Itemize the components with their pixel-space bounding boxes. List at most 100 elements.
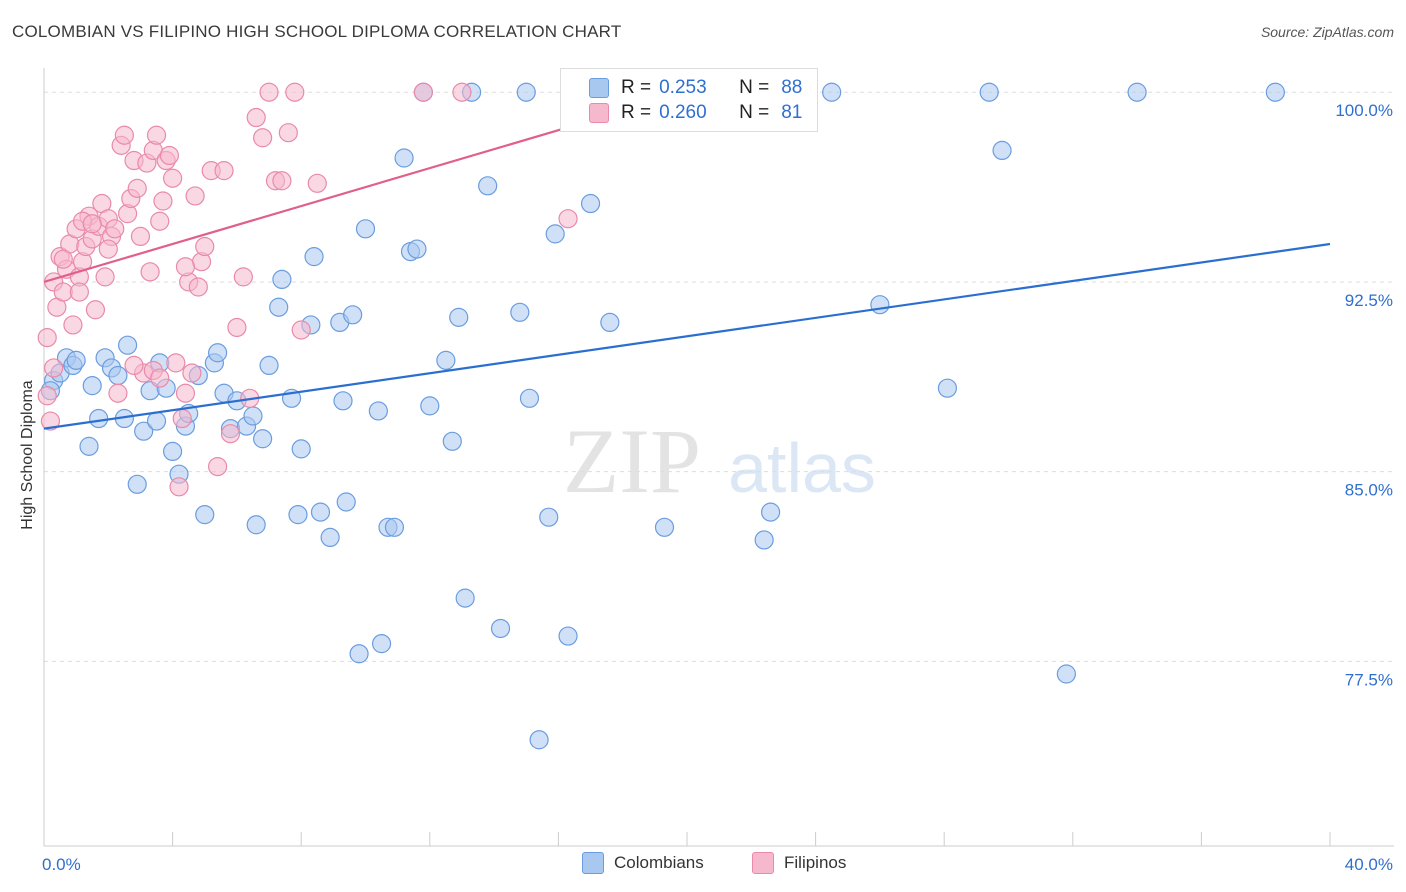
colombians-point	[420, 396, 440, 416]
colombians-point	[870, 295, 890, 315]
colombians-point	[246, 515, 266, 535]
filipinos-point	[53, 282, 73, 302]
colombians-point	[519, 388, 540, 408]
filipinos-point	[214, 161, 234, 181]
legend-item-colombians[interactable]: Colombians	[582, 852, 704, 874]
filipinos-point	[246, 107, 266, 128]
filipinos-point	[166, 353, 186, 373]
filipinos-point	[95, 267, 115, 287]
trend-lines	[43, 91, 1331, 430]
stats-legend: R = 0.253 N = 88 R = 0.260 N = 81	[560, 68, 818, 132]
filipinos-point	[69, 282, 89, 302]
colombians-point	[1056, 664, 1076, 684]
colombians-point	[992, 140, 1012, 161]
colombians-point	[259, 355, 279, 376]
filipinos-point	[259, 82, 279, 102]
colombians-point	[407, 239, 427, 259]
legend-row-filipinos: R = 0.260 N = 81	[589, 101, 802, 125]
colombians-point	[208, 343, 228, 363]
colombians-point	[937, 378, 958, 398]
filipinos-point	[53, 249, 73, 269]
filipinos-point	[185, 186, 205, 206]
colombians-point	[336, 492, 356, 512]
filipinos-point	[63, 315, 83, 335]
colombians-point	[304, 247, 324, 267]
legend-item-filipinos[interactable]: Filipinos	[752, 852, 846, 874]
colombians-point	[291, 439, 311, 459]
colombians-point	[355, 219, 376, 239]
legend-n-label: N =	[739, 77, 770, 98]
axes	[43, 68, 1394, 847]
legend-r-label: R =	[621, 102, 652, 123]
series-legend: Colombians Filipinos	[0, 852, 1406, 876]
watermark-zip: ZIP	[563, 410, 701, 512]
filipinos-point	[85, 300, 106, 320]
legend-swatch-pink	[752, 852, 774, 874]
colombians-point	[288, 505, 308, 525]
filipinos-point	[220, 424, 241, 444]
colombians-point	[822, 82, 842, 102]
filipinos-point	[253, 128, 273, 148]
y-axis-label: High School Diploma	[19, 380, 36, 530]
colombians-point	[320, 527, 340, 548]
colombians-point	[89, 408, 109, 429]
colombians-point	[760, 502, 781, 522]
filipinos-point	[153, 191, 173, 211]
chart-title: COLOMBIAN VS FILIPINO HIGH SCHOOL DIPLOM…	[12, 22, 622, 41]
colombians-point	[436, 350, 456, 370]
x-tick-label: 40.0%	[1345, 855, 1393, 874]
colombians-point	[510, 302, 530, 322]
legend-n-value: 81	[781, 102, 803, 123]
colombians-point	[163, 441, 183, 462]
watermark: ZIP atlas	[563, 410, 876, 512]
legend-n-label: N =	[739, 102, 770, 123]
colombians-point	[195, 505, 215, 525]
colombians-point	[1127, 82, 1147, 102]
colombians-point	[371, 634, 392, 654]
colombians-point	[333, 391, 353, 411]
colombians-point	[490, 618, 511, 639]
filipinos-point	[163, 168, 183, 188]
colombians-point	[269, 297, 289, 317]
filipinos-point	[40, 411, 61, 431]
watermark-atlas: atlas	[728, 429, 876, 507]
tick-labels: 77.5% 85.0% 92.5% 100.0% 0.0% 40.0%	[42, 101, 1393, 874]
filipinos-point	[159, 145, 179, 166]
colombians-point	[442, 431, 462, 451]
colombians-point	[108, 365, 128, 386]
colombians-point	[394, 148, 414, 168]
legend-label-colombians: Colombians	[614, 853, 704, 872]
legend-label-filipinos: Filipinos	[784, 853, 847, 872]
x-tick-label: 0.0%	[42, 855, 81, 874]
grid-lines	[44, 91, 1394, 662]
source-label: Source: ZipAtlas.com	[1260, 24, 1394, 40]
filipinos-point	[182, 363, 202, 383]
filipinos-point	[285, 82, 305, 102]
filipinos-points	[37, 82, 617, 497]
colombians-point	[558, 626, 578, 646]
filipinos-point	[98, 239, 118, 259]
legend-swatch-pink	[589, 103, 609, 123]
filipinos-point	[558, 209, 578, 229]
filipinos-point	[140, 262, 160, 282]
filipinos-point	[233, 267, 253, 287]
filipinos-point	[150, 211, 170, 231]
filipinos-point	[175, 257, 196, 277]
y-tick-label: 77.5%	[1345, 670, 1393, 689]
legend-r-value: 0.260	[659, 102, 707, 123]
colombians-point	[127, 474, 147, 494]
y-tick-label: 100.0%	[1335, 101, 1393, 120]
filipinos-point	[124, 355, 144, 376]
colombians-point	[539, 507, 559, 527]
colombians-point	[82, 376, 102, 396]
legend-row-colombians: R = 0.253 N = 88	[589, 76, 802, 100]
filipinos-point	[108, 383, 128, 403]
colombians-point	[529, 730, 549, 750]
y-tick-label: 85.0%	[1345, 481, 1393, 500]
filipinos-point	[195, 236, 215, 257]
colombians-point	[455, 588, 475, 608]
filipinos-point	[37, 386, 57, 406]
filipinos-point	[227, 317, 247, 338]
legend-n-value: 88	[781, 77, 803, 98]
